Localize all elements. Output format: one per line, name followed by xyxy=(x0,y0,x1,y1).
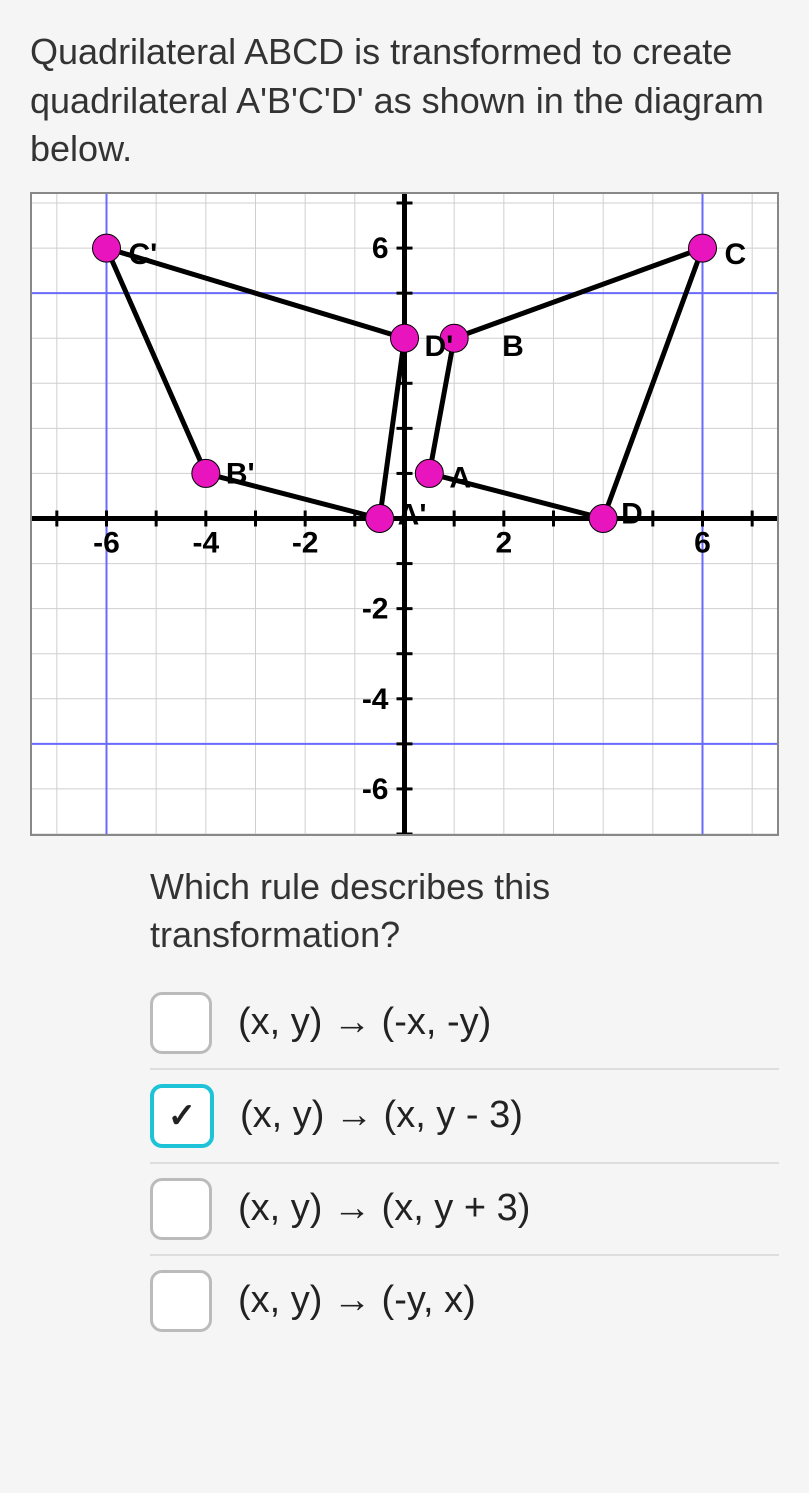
svg-text:2: 2 xyxy=(495,526,512,559)
choice-checkbox[interactable] xyxy=(150,1178,212,1240)
question-text: Quadrilateral ABCD is transformed to cre… xyxy=(30,28,779,174)
svg-text:B': B' xyxy=(226,457,255,490)
choice-checkbox[interactable] xyxy=(150,1270,212,1332)
svg-text:-6: -6 xyxy=(362,773,389,806)
choice-label: (x, y) → (x, y - 3) xyxy=(240,1094,523,1137)
choice-label: (x, y) → (-x, -y) xyxy=(238,1001,491,1044)
choice-checkbox[interactable]: ✓ xyxy=(150,1084,214,1148)
choice-label: (x, y) → (-y, x) xyxy=(238,1279,476,1322)
choice-row[interactable]: (x, y) → (-y, x) xyxy=(150,1254,779,1346)
svg-text:-2: -2 xyxy=(362,592,389,625)
choice-row[interactable]: (x, y) → (x, y + 3) xyxy=(150,1162,779,1254)
svg-text:6: 6 xyxy=(694,526,711,559)
coordinate-diagram: -6 -4 -2 2 6 6 -2 -4 -6 A B C D A' B' C' D' xyxy=(30,192,779,836)
choice-list: (x, y) → (-x, -y) ✓ (x, y) → (x, y - 3) (x,… xyxy=(150,978,779,1346)
svg-text:B: B xyxy=(502,330,524,363)
choice-row[interactable]: ✓ (x, y) → (x, y - 3) xyxy=(150,1068,779,1162)
svg-text:A: A xyxy=(449,461,471,494)
svg-text:-4: -4 xyxy=(362,683,389,716)
choice-row[interactable]: (x, y) → (-x, -y) xyxy=(150,978,779,1068)
svg-text:6: 6 xyxy=(372,232,389,265)
svg-text:-6: -6 xyxy=(93,526,120,559)
choice-checkbox[interactable] xyxy=(150,992,212,1054)
svg-text:-2: -2 xyxy=(292,526,319,559)
checkmark-icon: ✓ xyxy=(168,1096,197,1136)
choice-label: (x, y) → (x, y + 3) xyxy=(238,1187,530,1230)
svg-text:D': D' xyxy=(425,330,454,363)
svg-text:-4: -4 xyxy=(192,526,219,559)
sub-question: Which rule describes this transformation… xyxy=(150,863,779,960)
svg-text:C: C xyxy=(725,238,747,271)
svg-text:D: D xyxy=(621,497,643,530)
svg-text:A': A' xyxy=(398,498,427,531)
svg-text:C': C' xyxy=(129,238,158,271)
